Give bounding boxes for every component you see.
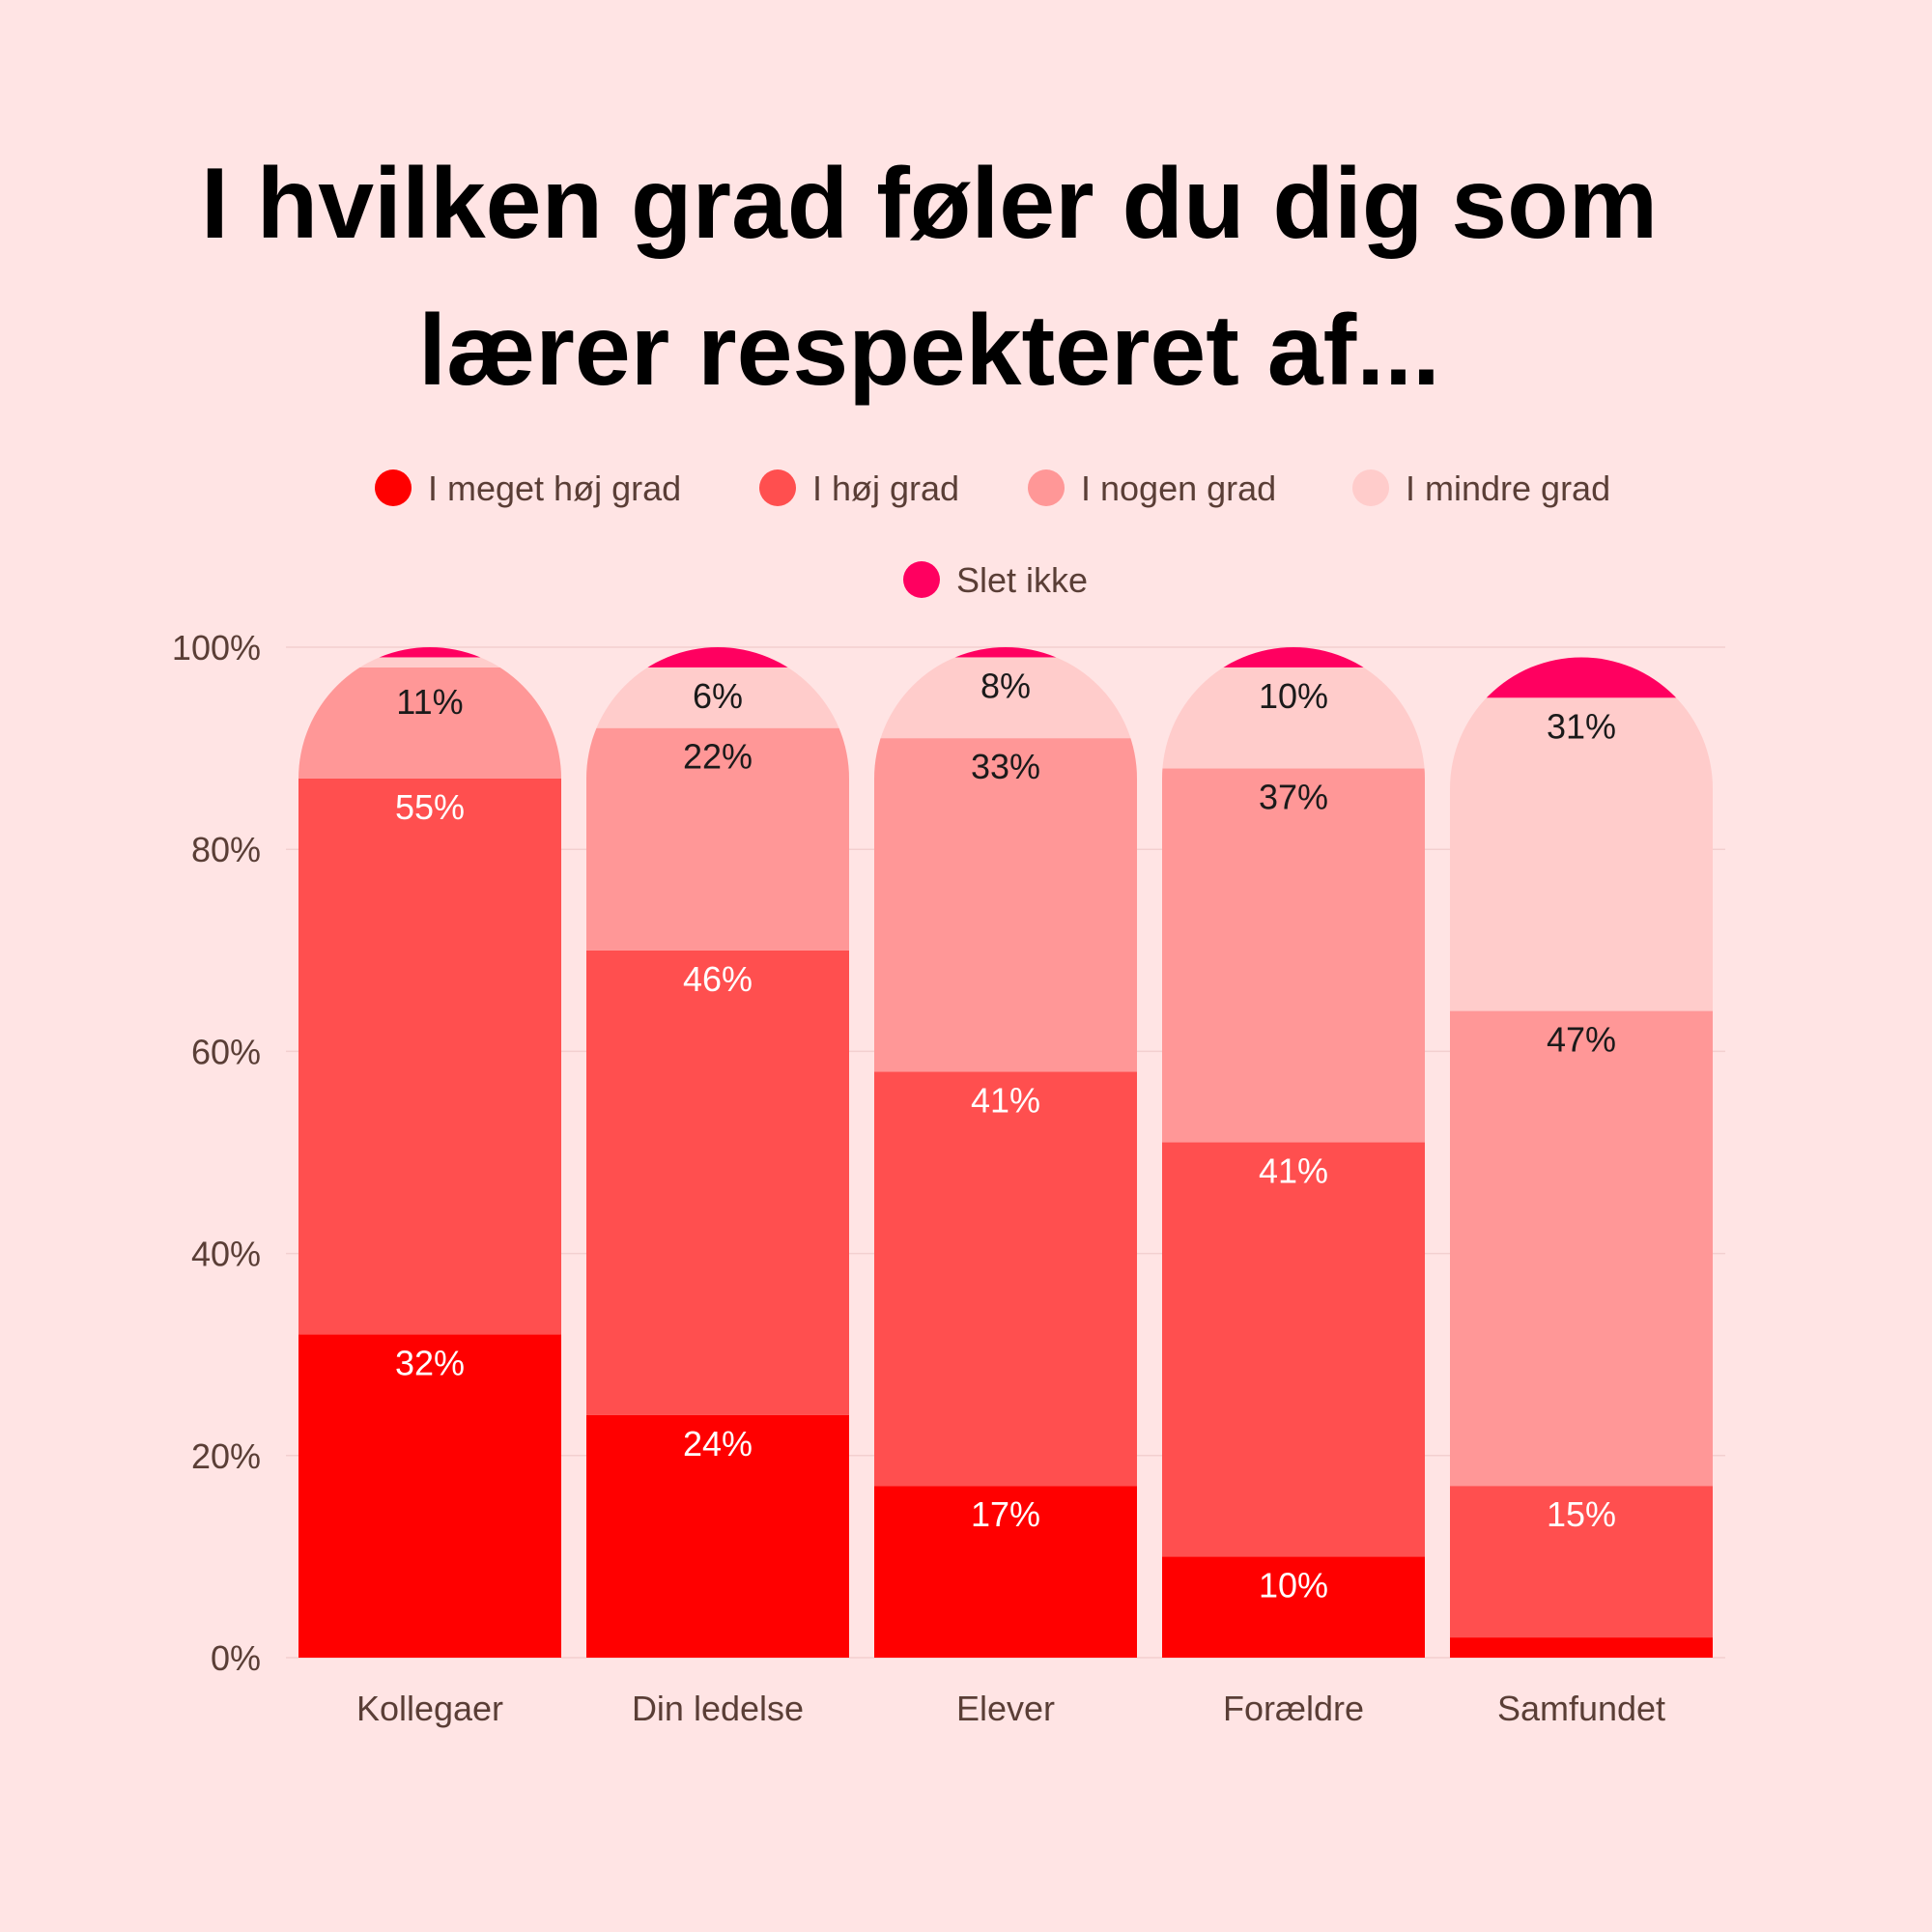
chart-title: I hvilken grad føler du dig som lærer res… bbox=[201, 148, 1658, 407]
data-label: 41% bbox=[1259, 1151, 1328, 1191]
bar-segment bbox=[586, 727, 849, 951]
bar-segment bbox=[298, 657, 561, 668]
data-label: 10% bbox=[1259, 676, 1328, 716]
data-label: 15% bbox=[1547, 1494, 1616, 1534]
legend-label: I mindre grad bbox=[1406, 469, 1610, 508]
bar-stack bbox=[298, 647, 561, 1658]
data-label: 10% bbox=[1259, 1565, 1328, 1605]
x-tick-label: Kollegaer bbox=[356, 1689, 503, 1728]
y-tick-label: 0% bbox=[211, 1638, 261, 1678]
bar-stack bbox=[586, 647, 849, 1658]
bar-segment bbox=[586, 647, 849, 668]
legend-item: I meget høj grad bbox=[375, 469, 681, 508]
y-tick-label: 60% bbox=[191, 1032, 261, 1071]
legend-item: I høj grad bbox=[759, 469, 959, 508]
bar-stack bbox=[1450, 657, 1713, 1658]
legend-swatch bbox=[903, 561, 940, 598]
bar-segment bbox=[586, 950, 849, 1415]
data-label: 24% bbox=[683, 1424, 753, 1463]
legend-swatch bbox=[1352, 469, 1389, 506]
bar-stack bbox=[1162, 647, 1425, 1658]
y-tick-label: 80% bbox=[191, 830, 261, 869]
bar-segment bbox=[874, 1486, 1137, 1658]
legend-label: I meget høj grad bbox=[428, 469, 681, 508]
legend-label: I høj grad bbox=[812, 469, 959, 508]
legend-label: Slet ikke bbox=[956, 560, 1088, 600]
data-label: 47% bbox=[1547, 1020, 1616, 1060]
x-axis: Kollegaer Din ledelse Elever Forældre Samfun… bbox=[356, 1689, 1665, 1728]
bar-segment bbox=[874, 647, 1137, 658]
data-label: 17% bbox=[971, 1494, 1040, 1534]
legend-swatch bbox=[375, 469, 412, 506]
chart-title-line: lærer respekteret af... bbox=[418, 295, 1440, 407]
bar-segment bbox=[874, 738, 1137, 1072]
data-label: 8% bbox=[980, 666, 1031, 705]
legend-item: I nogen grad bbox=[1028, 469, 1276, 508]
data-label: 37% bbox=[1259, 778, 1328, 817]
x-tick-label: Din ledelse bbox=[632, 1689, 804, 1728]
data-labels: 32% 55% 11% 24% 46% 22% 6% 17% 41% 33% 8% 10% 41% 37%… bbox=[395, 666, 1616, 1605]
x-tick-label: Forældre bbox=[1223, 1689, 1364, 1728]
bar-segment bbox=[298, 647, 561, 658]
legend: I meget høj grad I høj grad I nogen grad I … bbox=[375, 469, 1610, 600]
data-label: 33% bbox=[971, 747, 1040, 786]
data-label: 32% bbox=[395, 1343, 465, 1382]
x-tick-label: Samfundet bbox=[1497, 1689, 1665, 1728]
bar-segment bbox=[1450, 657, 1713, 698]
bar-segment bbox=[586, 1414, 849, 1658]
bars bbox=[298, 647, 1713, 1658]
data-label: 6% bbox=[693, 676, 743, 716]
bar-segment bbox=[1450, 1486, 1713, 1638]
data-label: 55% bbox=[395, 787, 465, 827]
y-tick-label: 40% bbox=[191, 1235, 261, 1274]
legend-item: Slet ikke bbox=[903, 560, 1088, 600]
legend-item: I mindre grad bbox=[1352, 469, 1610, 508]
chart-title-line: I hvilken grad føler du dig som bbox=[201, 148, 1658, 260]
y-axis: 0% 20% 40% 60% 80% 100% bbox=[172, 628, 261, 1678]
x-tick-label: Elever bbox=[956, 1689, 1055, 1728]
data-label: 11% bbox=[396, 682, 463, 722]
bar-segment bbox=[1162, 647, 1425, 668]
legend-swatch bbox=[759, 469, 796, 506]
bar-segment bbox=[298, 1334, 561, 1658]
legend-label: I nogen grad bbox=[1081, 469, 1276, 508]
bar-segment bbox=[874, 1071, 1137, 1487]
y-tick-label: 100% bbox=[172, 628, 261, 668]
bar-segment bbox=[1162, 768, 1425, 1143]
data-label: 41% bbox=[971, 1080, 1040, 1120]
legend-swatch bbox=[1028, 469, 1065, 506]
data-label: 46% bbox=[683, 959, 753, 999]
bar-segment bbox=[298, 778, 561, 1335]
bar-stack bbox=[874, 647, 1137, 1658]
bar-segment bbox=[1450, 1010, 1713, 1487]
bar-segment bbox=[298, 667, 561, 779]
data-label: 22% bbox=[683, 737, 753, 777]
bar-segment bbox=[1162, 1556, 1425, 1658]
bar-segment bbox=[1450, 1637, 1713, 1658]
bar-segment bbox=[1450, 697, 1713, 1011]
bar-segment bbox=[1162, 667, 1425, 769]
bar-segment bbox=[1162, 1142, 1425, 1557]
data-label: 31% bbox=[1547, 706, 1616, 746]
y-tick-label: 20% bbox=[191, 1436, 261, 1476]
